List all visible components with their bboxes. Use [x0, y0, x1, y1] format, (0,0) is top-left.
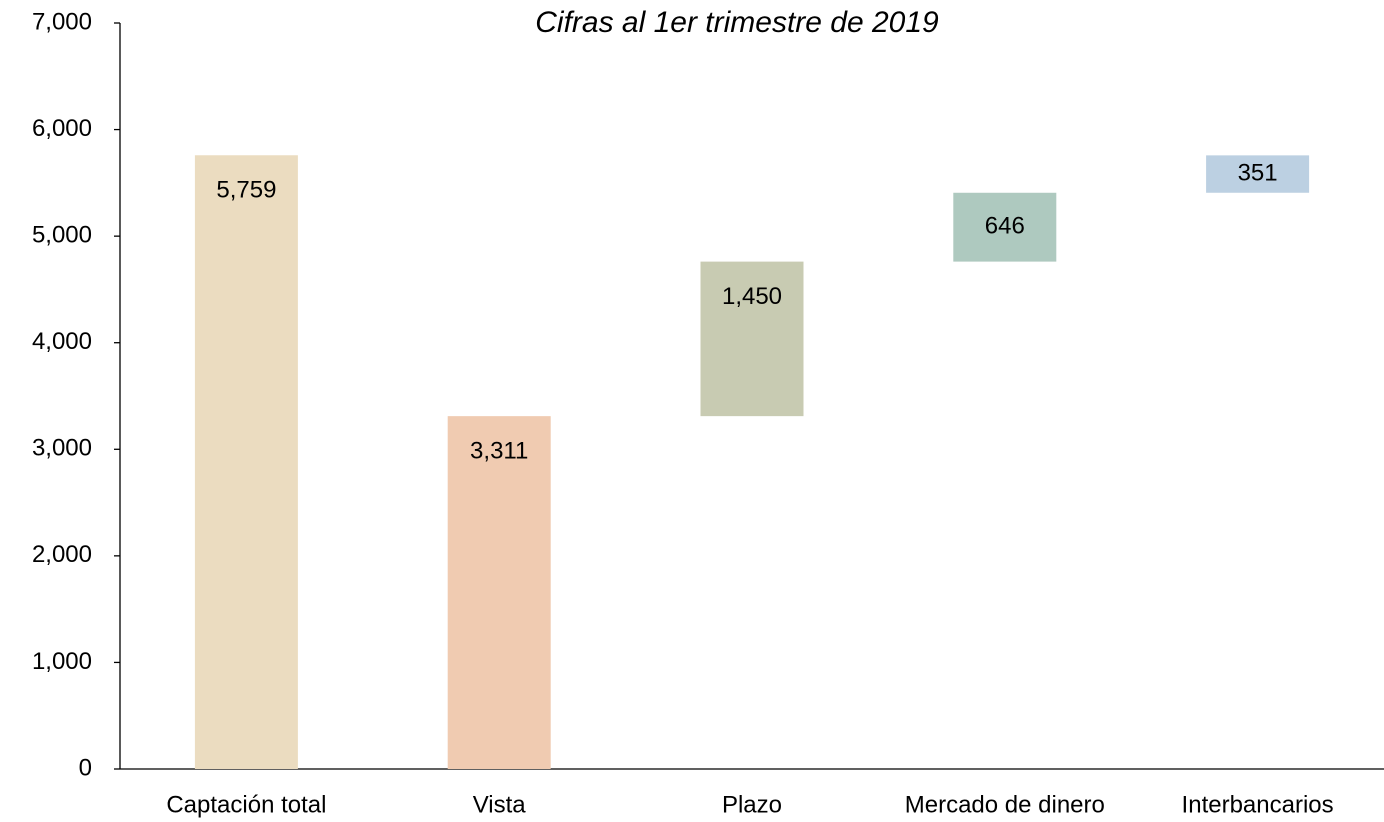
chart-title: Cifras al 1er trimestre de 2019 [535, 6, 939, 39]
y-tick-label: 2,000 [32, 541, 92, 568]
y-tick-label: 5,000 [32, 221, 92, 248]
x-tick-label: Interbancarios [1182, 791, 1334, 818]
x-tick-label: Captación total [166, 791, 326, 818]
data-label: 1,450 [722, 283, 782, 310]
bar [447, 416, 551, 769]
y-tick-label: 1,000 [32, 648, 92, 675]
bar [700, 261, 804, 417]
x-tick-label: Vista [473, 791, 527, 818]
y-tick-label: 6,000 [32, 115, 92, 142]
x-tick-label: Plazo [722, 791, 782, 818]
bar [953, 192, 1057, 262]
bar [1206, 155, 1310, 193]
data-label: 351 [1238, 159, 1278, 186]
data-label: 5,759 [216, 177, 276, 204]
y-tick-label: 3,000 [32, 435, 92, 462]
data-label: 646 [985, 213, 1025, 240]
y-tick-label: 0 [79, 754, 92, 781]
y-tick-label: 4,000 [32, 328, 92, 355]
y-tick-label: 7,000 [32, 8, 92, 35]
bar [194, 155, 298, 770]
data-label: 3,311 [470, 437, 528, 464]
x-tick-label: Mercado de dinero [905, 791, 1105, 818]
